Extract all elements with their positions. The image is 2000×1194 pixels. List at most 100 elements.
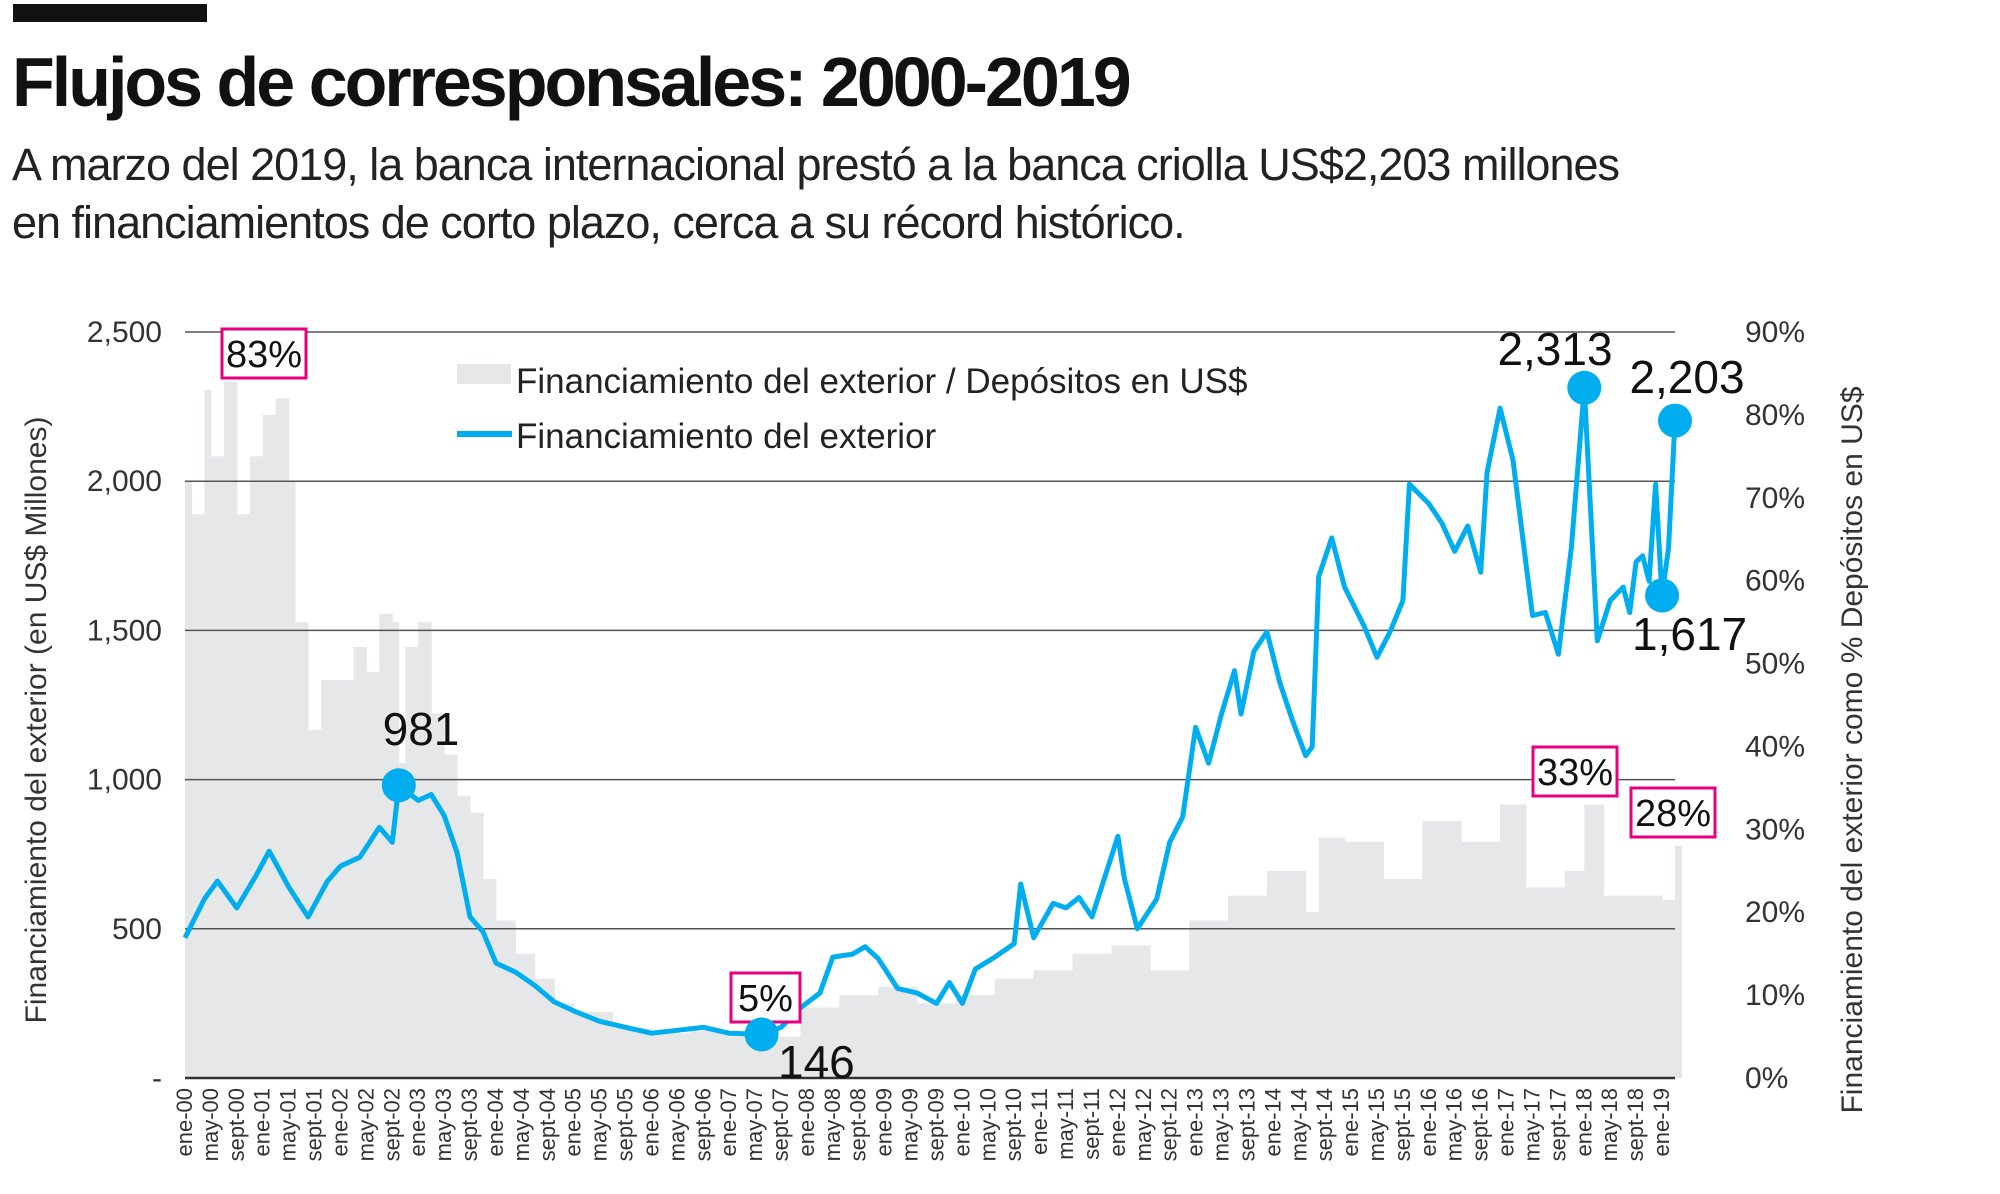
value-marker-dot — [1645, 578, 1680, 613]
line-path — [182, 385, 1678, 1037]
right-axis-title: Financiamiento del exterior como % Depós… — [1836, 386, 1869, 1113]
x-tick-label: sept-13 — [1234, 1088, 1259, 1161]
x-tick-label: ene-04 — [483, 1088, 508, 1157]
subtitle-line-1: A marzo del 2019, la banca internacional… — [12, 139, 1620, 190]
bar — [353, 646, 367, 1078]
value-marker-dot — [1658, 403, 1692, 438]
bar — [839, 995, 879, 1078]
bar — [1461, 841, 1501, 1078]
bar — [690, 1030, 730, 1078]
x-tick-label: ene-13 — [1183, 1088, 1208, 1157]
x-tick-label: ene-15 — [1338, 1088, 1363, 1157]
annotation-box — [220, 327, 308, 380]
y-tick-label: 1,000 — [87, 764, 162, 797]
x-tick-label: sept-06 — [690, 1088, 715, 1161]
x-tick-label: may-06 — [664, 1088, 689, 1161]
bar — [1383, 879, 1423, 1078]
bar — [295, 622, 309, 1078]
x-tick-label: ene-01 — [250, 1088, 275, 1157]
x-tick-label: may-16 — [1442, 1088, 1467, 1161]
bar — [1072, 953, 1112, 1078]
x-tick-label: ene-05 — [561, 1088, 586, 1157]
x-tick-label: may-09 — [898, 1088, 923, 1161]
x-tick-label: may-05 — [587, 1088, 612, 1161]
chart-title: Flujos de corresponsales: 2000-2019 — [12, 43, 1132, 121]
bar — [275, 398, 290, 1078]
x-tick-label: sept-10 — [1001, 1088, 1026, 1161]
bar — [1422, 821, 1462, 1078]
annotation-box — [729, 971, 802, 1024]
bar-series — [185, 381, 1682, 1078]
bar — [1662, 899, 1676, 1078]
bar — [917, 1003, 957, 1078]
bar — [249, 456, 264, 1078]
bar — [431, 713, 445, 1078]
chart-subtitle: A marzo del 2019, la banca internacional… — [12, 136, 1712, 252]
value-marker-dot — [1567, 370, 1602, 405]
bar — [262, 414, 277, 1078]
x-tick-label: ene-17 — [1494, 1088, 1519, 1157]
bar — [534, 978, 555, 1078]
y2-tick-label: 40% — [1745, 730, 1805, 763]
annotation-pct-label: 33% — [1537, 752, 1613, 794]
x-tick-label: ene-00 — [172, 1088, 197, 1157]
y-tick-label: - — [152, 1062, 162, 1095]
x-tick-label: sept-15 — [1390, 1088, 1415, 1161]
x-tick-label: ene-12 — [1105, 1088, 1130, 1157]
value-label: 2,313 — [1497, 323, 1612, 375]
bar — [1603, 895, 1644, 1078]
bar — [1189, 920, 1229, 1078]
y2-tick-label: 80% — [1745, 399, 1805, 432]
bar — [392, 622, 400, 1078]
annotation-pct-label: 5% — [738, 978, 793, 1020]
bar — [204, 390, 212, 1078]
left-axis-title: Financiamiento del exterior (en US$ Mill… — [20, 417, 53, 1024]
x-tick-label: may-00 — [198, 1088, 223, 1161]
bar — [554, 1003, 575, 1078]
y2-tick-label: 30% — [1745, 813, 1805, 846]
annotation-pct-label: 83% — [226, 334, 302, 376]
x-tick-label: sept-17 — [1545, 1088, 1570, 1161]
bar — [1033, 970, 1074, 1078]
legend: Financiamiento del exterior / Depósitos … — [457, 362, 1247, 456]
x-tick-label: ene-09 — [872, 1088, 897, 1157]
bar — [955, 995, 996, 1078]
x-tick-label: may-11 — [1053, 1088, 1078, 1160]
x-tick-label: ene-18 — [1571, 1088, 1596, 1157]
bar — [1318, 837, 1346, 1078]
bar — [800, 1007, 840, 1078]
x-tick-label: sept-12 — [1157, 1088, 1182, 1161]
x-tick-label: may-07 — [742, 1088, 767, 1161]
bar — [1675, 845, 1682, 1078]
y2-tick-label: 90% — [1745, 316, 1805, 349]
bar — [366, 671, 380, 1078]
x-tick-label: may-10 — [975, 1088, 1000, 1161]
bar — [223, 381, 238, 1078]
value-label: 1,617 — [1632, 608, 1747, 660]
x-tick-label: sept-11 — [1079, 1088, 1104, 1160]
x-tick-label: ene-03 — [405, 1088, 430, 1157]
value-marker-dot — [744, 1017, 779, 1052]
bar — [1584, 804, 1605, 1078]
value-label: 146 — [778, 1036, 855, 1088]
x-tick-label: sept-04 — [535, 1088, 560, 1161]
x-tick-label: may-18 — [1597, 1088, 1622, 1161]
bar — [1305, 912, 1320, 1078]
bar — [210, 456, 225, 1078]
x-tick-label: may-14 — [1286, 1088, 1311, 1161]
x-tick-label: sept-18 — [1623, 1088, 1648, 1161]
x-tick-label: may-13 — [1209, 1088, 1234, 1161]
y2-tick-label: 0% — [1745, 1062, 1788, 1095]
bar — [191, 514, 205, 1078]
y2-tick-label: 70% — [1745, 482, 1805, 515]
legend-swatch-bars — [457, 364, 511, 384]
subtitle-line-2: en financiamientos de corto plazo, cerca… — [12, 197, 1186, 248]
bar — [418, 622, 432, 1078]
y-tick-label: 2,000 — [87, 465, 162, 498]
annotation-box — [1629, 786, 1717, 839]
annotation-box — [1531, 745, 1619, 798]
x-tick-label: ene-08 — [794, 1088, 819, 1157]
right-axis-ticks: 0% 10% 20% 30% 40% 50% 60% 70% 80% 90% — [1745, 316, 1805, 1095]
bar — [1228, 895, 1268, 1078]
